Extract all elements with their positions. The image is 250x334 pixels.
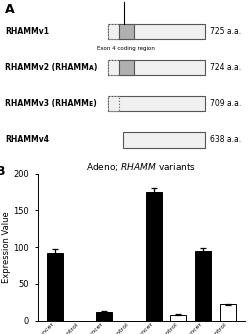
Bar	[119, 60, 134, 75]
Y-axis label: Expression Value: Expression Value	[2, 211, 11, 283]
Bar	[108, 96, 205, 112]
Bar	[108, 60, 205, 75]
Title: Adeno; $RHAMM$ variants: Adeno; $RHAMM$ variants	[86, 161, 196, 173]
Bar	[119, 23, 134, 39]
Bar	[108, 60, 119, 75]
Bar	[220, 305, 236, 321]
Bar	[122, 132, 205, 148]
Text: RHAMMv3 (RHAMMᴇ): RHAMMv3 (RHAMMᴇ)	[5, 99, 97, 108]
Text: 638 a.a.: 638 a.a.	[210, 135, 241, 144]
Bar	[108, 23, 205, 39]
Text: RHAMMv2 (RHAMMᴀ): RHAMMv2 (RHAMMᴀ)	[5, 63, 98, 72]
Text: B: B	[0, 165, 6, 178]
Text: RHAMMv4: RHAMMv4	[5, 135, 49, 144]
Text: A: A	[5, 3, 15, 16]
Text: 724 a.a.: 724 a.a.	[210, 63, 241, 72]
Bar	[96, 312, 112, 321]
Bar	[108, 23, 119, 39]
Text: Exon 4 coding region: Exon 4 coding region	[97, 45, 155, 50]
Bar	[195, 251, 211, 321]
Bar	[47, 253, 63, 321]
Bar	[108, 96, 119, 112]
Text: 709 a.a.: 709 a.a.	[210, 99, 241, 108]
Text: RHAMMv1: RHAMMv1	[5, 27, 49, 36]
Bar	[170, 315, 186, 321]
Text: 725 a.a.: 725 a.a.	[210, 27, 241, 36]
Bar	[146, 192, 162, 321]
